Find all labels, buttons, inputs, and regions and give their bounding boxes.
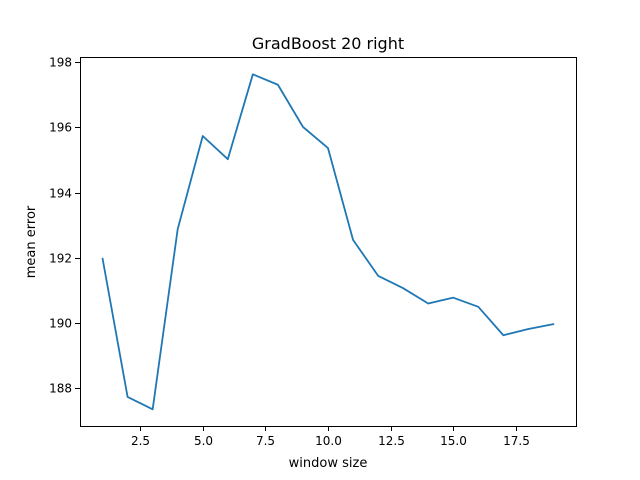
x-axis-label: window size	[289, 456, 368, 471]
chart-title: GradBoost 20 right	[252, 34, 404, 53]
x-tick-label: 17.5	[503, 434, 530, 448]
y-axis-label: mean error	[24, 205, 39, 278]
y-tick-label: 198	[49, 56, 72, 70]
series-layer	[101, 73, 555, 411]
y-tick-label: 196	[49, 121, 72, 135]
x-tick-label: 5.0	[194, 434, 213, 448]
y-tick-label: 190	[49, 317, 72, 331]
y-tick-label: 194	[49, 187, 72, 201]
x-tick-label: 7.5	[256, 434, 275, 448]
y-axis: 188 190 192 194 196 198	[49, 56, 80, 396]
x-tick-label: 2.5	[131, 434, 150, 448]
x-tick-label: 10.0	[315, 434, 342, 448]
series-line-0	[101, 73, 555, 411]
y-tick-label: 192	[49, 252, 72, 266]
plot-area	[80, 57, 577, 427]
plot-frame	[80, 57, 577, 427]
y-tick-label: 188	[49, 382, 72, 396]
x-tick-label: 12.5	[378, 434, 405, 448]
x-tick-label: 15.0	[440, 434, 467, 448]
x-axis: 2.5 5.0 7.5 10.0 12.5 15.0 17.5	[131, 426, 530, 448]
